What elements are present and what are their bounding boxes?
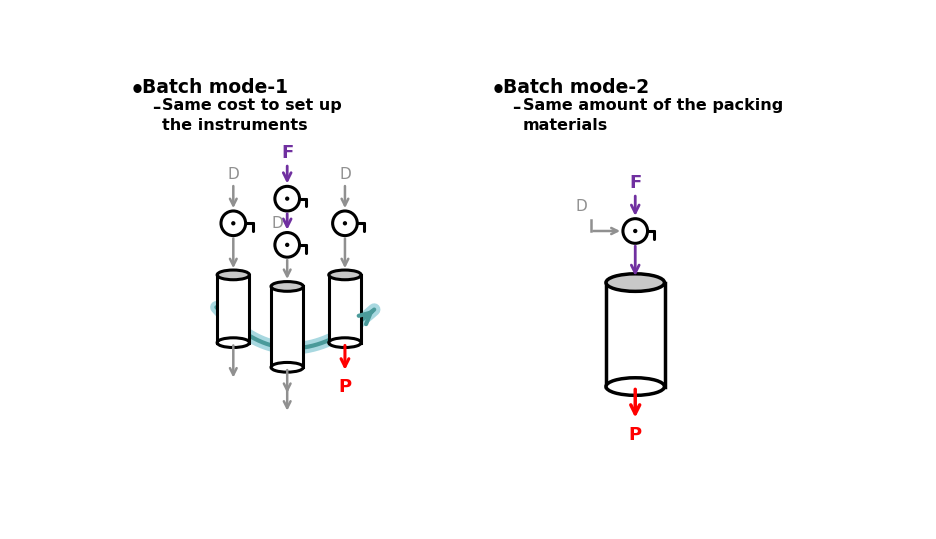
Text: Same cost to set up
the instruments: Same cost to set up the instruments (163, 98, 343, 133)
Text: F: F (629, 174, 641, 192)
Text: Same amount of the packing
materials: Same amount of the packing materials (523, 98, 783, 133)
Text: –: – (512, 99, 520, 116)
Ellipse shape (271, 281, 303, 291)
Ellipse shape (217, 270, 250, 280)
Circle shape (275, 186, 300, 211)
Circle shape (633, 229, 637, 233)
Bar (217, 275, 250, 343)
Ellipse shape (217, 338, 250, 348)
Text: P: P (339, 378, 352, 396)
Circle shape (343, 221, 347, 225)
Text: Batch mode-2: Batch mode-2 (503, 78, 649, 97)
Circle shape (332, 211, 358, 236)
Ellipse shape (606, 378, 665, 395)
Text: •: • (490, 79, 505, 102)
Text: D: D (227, 167, 240, 182)
Text: Batch mode-1: Batch mode-1 (142, 78, 288, 97)
Text: P: P (629, 426, 642, 444)
Bar (271, 286, 303, 367)
Circle shape (285, 197, 289, 201)
Bar (329, 275, 361, 343)
Ellipse shape (271, 362, 303, 372)
Text: D: D (576, 199, 588, 214)
Ellipse shape (606, 274, 665, 292)
Ellipse shape (329, 270, 361, 280)
Text: F: F (281, 144, 293, 162)
Text: D: D (339, 167, 351, 182)
Bar (606, 282, 665, 386)
Text: D: D (271, 216, 284, 231)
Text: •: • (130, 79, 145, 102)
Circle shape (231, 221, 236, 225)
Text: –: – (152, 99, 160, 116)
Circle shape (221, 211, 245, 236)
Circle shape (275, 232, 300, 257)
Ellipse shape (329, 338, 361, 348)
Circle shape (285, 243, 289, 247)
Circle shape (623, 219, 648, 243)
